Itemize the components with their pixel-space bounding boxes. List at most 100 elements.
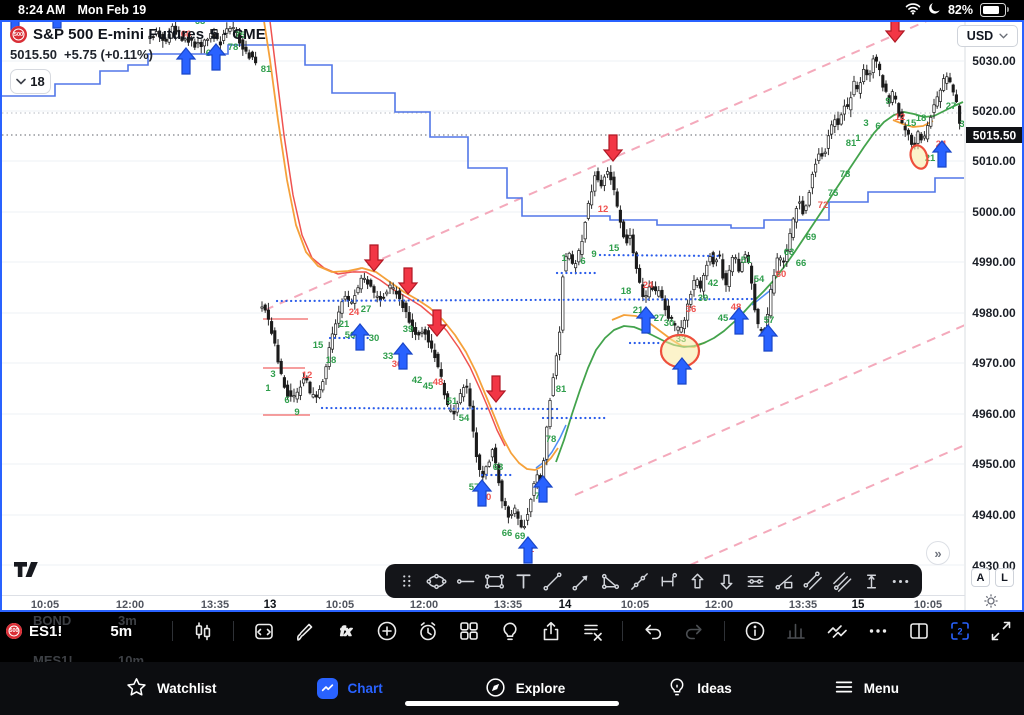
svg-text:3: 3 <box>863 118 868 129</box>
nav-item-explore[interactable]: Explore <box>484 676 565 702</box>
chevron-down-icon <box>16 78 27 85</box>
bulb-icon[interactable] <box>499 620 521 642</box>
home-indicator[interactable] <box>405 701 619 706</box>
trend-channel-dashed-line[interactable] <box>689 444 965 566</box>
sell-signal-arrow-icon[interactable] <box>602 134 624 162</box>
nav-item-menu[interactable]: Menu <box>833 676 899 701</box>
star-icon <box>125 676 148 702</box>
trend-line-tool-icon[interactable] <box>540 569 564 593</box>
svg-text:33: 33 <box>383 351 394 362</box>
buy-signal-arrow-icon[interactable] <box>757 324 779 352</box>
svg-text:57: 57 <box>469 482 480 493</box>
plus-icon[interactable] <box>376 620 398 642</box>
buy-signal-arrow-icon[interactable] <box>728 307 750 335</box>
redo-icon[interactable] <box>683 620 705 642</box>
ma-red-line <box>269 22 506 447</box>
grid-icon[interactable] <box>458 620 480 642</box>
sell-signal-arrow-icon[interactable] <box>426 309 448 337</box>
symbol-title-suffix[interactable]: 5 · CME <box>210 26 266 43</box>
buy-signal-arrow-icon[interactable] <box>635 306 657 334</box>
compass-icon <box>484 676 507 702</box>
rectangle-tool-icon[interactable] <box>482 569 506 593</box>
layout2-icon[interactable]: 2 <box>949 620 971 642</box>
dotted-level-line[interactable] <box>275 297 755 303</box>
more-icon[interactable] <box>867 620 889 642</box>
buy-signal-arrow-icon[interactable] <box>532 475 554 503</box>
buy-signal-arrow-icon[interactable] <box>175 47 197 75</box>
buy-signal-arrow-icon[interactable] <box>392 342 414 370</box>
date-range-tool-icon[interactable] <box>656 569 680 593</box>
split-icon[interactable] <box>908 620 930 642</box>
sell-signal-arrow-icon[interactable] <box>363 244 385 272</box>
buy-signal-arrow-icon[interactable] <box>205 43 227 71</box>
sell-signal-arrow-icon[interactable] <box>485 375 507 403</box>
object-tree-count-button[interactable]: 18 <box>10 69 51 94</box>
horizontal-ray-tool-icon[interactable] <box>453 569 477 593</box>
wave-icon[interactable] <box>826 620 848 642</box>
svg-text:78: 78 <box>228 42 239 53</box>
symbol-button[interactable]: 500 ES1! <box>6 623 62 640</box>
nav-item-watchlist[interactable]: Watchlist <box>125 676 217 702</box>
parallel-channel-tool-icon[interactable] <box>801 569 825 593</box>
trend-box-tool-icon[interactable] <box>772 569 796 593</box>
price-chart[interactable]: 6366697578813169121518212427305633363942… <box>0 20 1024 612</box>
erase-icon[interactable] <box>581 620 603 642</box>
currency-button[interactable]: USD <box>957 25 1018 47</box>
arrow-up-tool-icon[interactable] <box>685 569 709 593</box>
tradingview-logo[interactable] <box>14 562 38 583</box>
buy-signal-arrow-icon[interactable] <box>671 357 693 385</box>
drawing-toolbar-collapse-button[interactable]: » <box>926 541 950 565</box>
sell-signal-arrow-icon[interactable] <box>397 267 419 295</box>
menu-icon <box>833 676 855 701</box>
ellipse-annotation[interactable] <box>908 143 931 171</box>
dotted-level-line[interactable] <box>320 406 562 411</box>
axis-settings-gear-icon[interactable] <box>982 593 1000 611</box>
undo-icon[interactable] <box>642 620 664 642</box>
svg-text:12: 12 <box>895 112 906 123</box>
battery-icon <box>980 3 1009 17</box>
interval-button[interactable]: 5m <box>110 622 133 640</box>
buy-signal-arrow-icon[interactable] <box>48 20 66 29</box>
sell-signal-arrow-icon[interactable] <box>884 20 906 43</box>
buy-signal-arrow-icon[interactable] <box>349 323 371 351</box>
trend-channel-dashed-line[interactable] <box>264 20 945 311</box>
log-scale-button[interactable]: L <box>995 568 1014 587</box>
bars-icon[interactable] <box>785 620 807 642</box>
buy-signal-arrow-icon[interactable] <box>931 140 953 168</box>
text-tool-icon[interactable] <box>511 569 535 593</box>
freeform-ellipse-tool-icon[interactable] <box>424 569 448 593</box>
expand-icon[interactable] <box>990 620 1012 642</box>
more-tool-icon[interactable] <box>888 569 912 593</box>
svg-text:9: 9 <box>294 407 299 418</box>
nav-item-chart[interactable]: Chart <box>317 678 383 699</box>
calendar-icon[interactable] <box>253 620 275 642</box>
info-icon[interactable] <box>744 620 766 642</box>
triangle-tool-icon[interactable] <box>598 569 622 593</box>
svg-text:21: 21 <box>339 319 350 330</box>
arrow-down-tool-icon[interactable] <box>714 569 738 593</box>
auto-scale-button[interactable]: A <box>971 568 990 587</box>
share-icon[interactable] <box>540 620 562 642</box>
nav-item-ideas[interactable]: Ideas <box>666 676 732 701</box>
disjoint-channel-tool-icon[interactable] <box>830 569 854 593</box>
svg-text:69: 69 <box>515 531 526 542</box>
trend-channel-dashed-line[interactable] <box>574 324 965 496</box>
svg-text:75: 75 <box>235 30 246 41</box>
symbol-title[interactable]: S&P 500 E-mini Futures <box>33 26 205 43</box>
draw-icon[interactable] <box>294 620 316 642</box>
drag-handle-icon[interactable] <box>395 569 419 593</box>
fx-icon[interactable]: fx <box>335 620 357 642</box>
price-axis[interactable]: 5030.00 5020.00 5010.00 5000.00 4990.00 4980.… <box>964 20 1024 612</box>
dotted-level-line[interactable] <box>598 253 724 258</box>
arrow-tool-icon[interactable] <box>569 569 593 593</box>
extended-line-tool-icon[interactable] <box>627 569 651 593</box>
price-range-tool-icon[interactable] <box>859 569 883 593</box>
svg-text:9: 9 <box>885 96 890 107</box>
candles-icon[interactable] <box>192 620 214 642</box>
buy-signal-arrow-icon[interactable] <box>471 479 493 507</box>
parallel-lines-tool-icon[interactable] <box>743 569 767 593</box>
chart-pane[interactable]: 6366697578813169121518212427305633363942… <box>0 20 1024 612</box>
svg-text:30: 30 <box>664 318 675 329</box>
alarm-icon[interactable] <box>417 620 439 642</box>
buy-signal-arrow-icon[interactable] <box>517 536 539 564</box>
